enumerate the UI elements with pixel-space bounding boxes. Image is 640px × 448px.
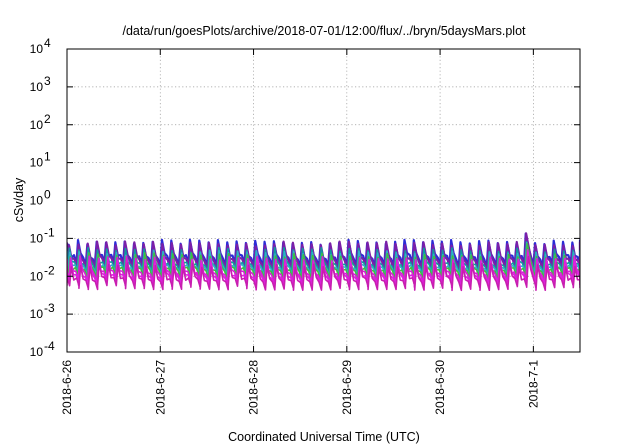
y-tick-exponent: 0: [44, 188, 51, 202]
y-tick-label: 10: [30, 42, 44, 56]
x-tick-label: 2018-6-26: [60, 360, 74, 415]
y-tick-exponent: 1: [44, 150, 51, 164]
y-tick-label: 10: [30, 156, 44, 170]
y-tick-exponent: -3: [44, 301, 55, 315]
y-tick-exponent: -4: [44, 339, 55, 353]
x-tick-label: 2018-7-1: [526, 360, 540, 408]
x-tick-label: 2018-6-27: [153, 360, 167, 415]
chart-title: /data/run/goesPlots/archive/2018-07-01/1…: [122, 24, 526, 38]
y-tick-exponent: 4: [44, 36, 51, 50]
y-tick-label: 10: [30, 80, 44, 94]
y-tick-label: 10: [30, 345, 44, 359]
y-tick-label: 10: [30, 118, 44, 132]
series-line-8: [67, 255, 580, 292]
x-tick-label: 2018-6-30: [433, 360, 447, 415]
y-tick-exponent: 3: [44, 74, 51, 88]
x-axis-label: Coordinated Universal Time (UTC): [228, 430, 420, 444]
y-tick-exponent: -2: [44, 263, 55, 277]
y-tick-label: 10: [30, 194, 44, 208]
y-tick-label: 10: [30, 231, 44, 245]
y-tick-label: 10: [30, 307, 44, 321]
y-axis-label: cSv/day: [12, 177, 26, 222]
grid: [66, 49, 580, 352]
x-tick-label: 2018-6-28: [247, 360, 261, 415]
x-tick-label: 2018-6-29: [340, 360, 354, 415]
y-tick-exponent: 2: [44, 112, 51, 126]
series-layer: [67, 232, 580, 292]
y-tick-label: 10: [30, 269, 44, 283]
x-axis: 2018-6-26 2018-6-27 2018-6-28 2018-6-29 2018…: [60, 49, 540, 415]
y-tick-exponent: -1: [44, 225, 55, 239]
